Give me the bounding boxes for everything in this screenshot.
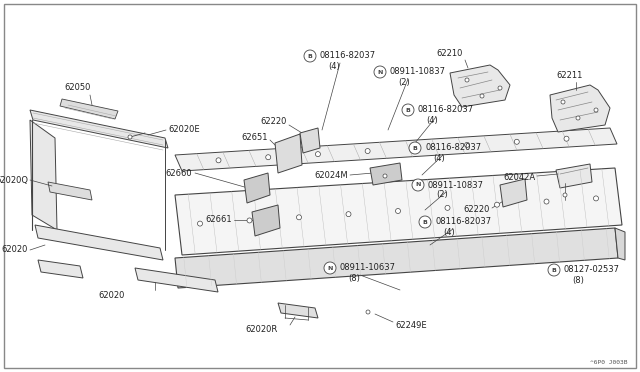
- Polygon shape: [550, 85, 610, 132]
- Circle shape: [412, 179, 424, 191]
- Circle shape: [374, 66, 386, 78]
- Text: 62651: 62651: [241, 134, 268, 142]
- Circle shape: [576, 116, 580, 120]
- Circle shape: [296, 215, 301, 220]
- Text: 08116-82037: 08116-82037: [435, 218, 491, 227]
- Text: B: B: [308, 54, 312, 58]
- Polygon shape: [275, 134, 302, 173]
- Text: N: N: [327, 266, 333, 270]
- Circle shape: [498, 86, 502, 90]
- Circle shape: [419, 216, 431, 228]
- Text: 62220: 62220: [260, 118, 287, 126]
- Circle shape: [216, 158, 221, 163]
- Polygon shape: [175, 168, 622, 255]
- Text: 08911-10837: 08911-10837: [428, 180, 484, 189]
- Text: 08911-10637: 08911-10637: [340, 263, 396, 273]
- Text: 62210: 62210: [437, 48, 463, 58]
- Text: 62220: 62220: [463, 205, 490, 215]
- Polygon shape: [38, 260, 83, 278]
- Text: (4): (4): [443, 228, 455, 237]
- Text: (2): (2): [436, 190, 448, 199]
- Text: 62042A: 62042A: [503, 173, 535, 183]
- Polygon shape: [175, 228, 618, 288]
- Circle shape: [593, 196, 598, 201]
- Circle shape: [415, 145, 420, 150]
- Text: 08127-02537: 08127-02537: [564, 266, 620, 275]
- Text: B: B: [552, 267, 556, 273]
- Circle shape: [594, 108, 598, 112]
- Circle shape: [465, 142, 470, 147]
- Polygon shape: [35, 225, 163, 260]
- Text: 62020: 62020: [99, 291, 125, 299]
- Circle shape: [515, 139, 519, 144]
- Text: 08116-82037: 08116-82037: [418, 106, 474, 115]
- Polygon shape: [615, 228, 625, 260]
- Circle shape: [346, 212, 351, 217]
- Polygon shape: [252, 205, 280, 236]
- Polygon shape: [60, 99, 118, 119]
- Text: (4): (4): [433, 154, 445, 163]
- Text: 62661: 62661: [205, 215, 232, 224]
- Text: N: N: [415, 183, 420, 187]
- Circle shape: [544, 199, 549, 204]
- Text: 62020E: 62020E: [168, 125, 200, 135]
- Circle shape: [402, 104, 414, 116]
- Text: (8): (8): [572, 276, 584, 285]
- Polygon shape: [300, 128, 320, 153]
- Circle shape: [396, 208, 401, 214]
- Text: 62020Q: 62020Q: [0, 176, 28, 185]
- Circle shape: [365, 148, 370, 154]
- Text: 62660: 62660: [165, 169, 192, 177]
- Text: 62024M: 62024M: [314, 170, 348, 180]
- Polygon shape: [48, 182, 92, 200]
- Polygon shape: [244, 173, 270, 203]
- Text: 62050: 62050: [65, 83, 91, 93]
- Circle shape: [128, 135, 132, 139]
- Polygon shape: [450, 65, 510, 107]
- Text: 62249E: 62249E: [395, 321, 427, 330]
- Text: (4): (4): [426, 115, 438, 125]
- Polygon shape: [370, 163, 402, 185]
- Circle shape: [409, 142, 421, 154]
- Text: 08116-82037: 08116-82037: [320, 51, 376, 61]
- Text: 08911-10837: 08911-10837: [390, 67, 446, 77]
- Circle shape: [324, 262, 336, 274]
- Circle shape: [198, 221, 202, 226]
- Circle shape: [383, 174, 387, 178]
- Polygon shape: [30, 110, 168, 148]
- Circle shape: [564, 136, 569, 141]
- Polygon shape: [30, 120, 57, 230]
- Circle shape: [563, 193, 567, 197]
- Text: N: N: [378, 70, 383, 74]
- Polygon shape: [500, 179, 527, 207]
- Text: (2): (2): [398, 77, 410, 87]
- Text: 08116-82037: 08116-82037: [425, 144, 481, 153]
- Polygon shape: [556, 164, 592, 188]
- Circle shape: [266, 155, 271, 160]
- Circle shape: [495, 202, 499, 207]
- Polygon shape: [175, 128, 617, 171]
- Text: 62020R: 62020R: [246, 326, 278, 334]
- Circle shape: [548, 264, 560, 276]
- Circle shape: [304, 50, 316, 62]
- Polygon shape: [278, 303, 318, 318]
- Circle shape: [247, 218, 252, 223]
- Circle shape: [366, 310, 370, 314]
- Text: 62211: 62211: [557, 71, 583, 80]
- Text: (4): (4): [328, 61, 340, 71]
- Text: B: B: [413, 145, 417, 151]
- Circle shape: [316, 152, 321, 157]
- Text: (8): (8): [348, 273, 360, 282]
- Text: ^6P0 J003B: ^6P0 J003B: [591, 360, 628, 365]
- Circle shape: [561, 100, 565, 104]
- Polygon shape: [135, 268, 218, 292]
- Circle shape: [480, 94, 484, 98]
- Text: 62020: 62020: [2, 246, 28, 254]
- Text: B: B: [422, 219, 428, 224]
- Circle shape: [445, 205, 450, 210]
- Circle shape: [465, 78, 469, 82]
- Text: B: B: [406, 108, 410, 112]
